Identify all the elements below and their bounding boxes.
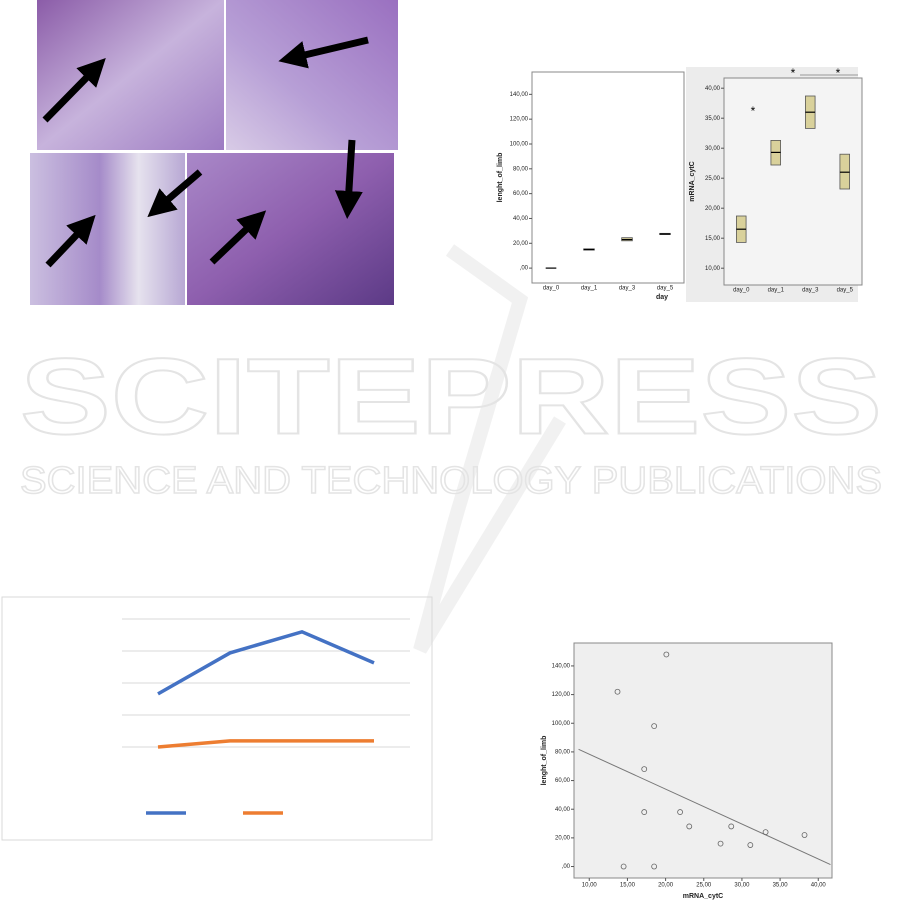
point <box>762 829 769 836</box>
point <box>677 809 684 815</box>
point <box>747 842 754 848</box>
arrows <box>42 36 369 268</box>
y-tick-label: ,00 <box>520 266 529 272</box>
chart-frame <box>1 596 433 841</box>
y-axis-label: mRNA_cytC <box>689 161 696 201</box>
y-tick-label: 30,00 <box>705 146 721 152</box>
x-tick-label: day_3 <box>619 286 636 292</box>
plot-area <box>531 71 685 284</box>
x-tick-label: day_5 <box>837 288 854 294</box>
y-tick-label: 80,00 <box>555 749 571 755</box>
micrograph <box>30 153 185 305</box>
significance-star: * <box>751 104 756 118</box>
y-tick-label: 60,00 <box>513 191 529 197</box>
x-tick-label: 35,00 <box>773 883 789 889</box>
significance-star: * <box>836 66 841 80</box>
y-tick-label: 100,00 <box>510 142 529 148</box>
x-tick-label: 10,00 <box>582 883 598 889</box>
y-tick-label: 120,00 <box>510 117 529 123</box>
y-tick-label: 80,00 <box>513 166 529 172</box>
y-tick-label: 20,00 <box>555 835 571 841</box>
y-tick-label: 140,00 <box>552 664 571 670</box>
point <box>728 823 735 830</box>
line-series <box>157 739 374 749</box>
y-tick-label: ,00 <box>562 864 571 870</box>
x-tick-label: day_1 <box>581 286 598 292</box>
y-tick-label: 20,00 <box>705 206 721 212</box>
trendline <box>578 748 831 865</box>
x-tick-label: 15,00 <box>620 883 636 889</box>
y-tick-label: 25,00 <box>705 176 721 182</box>
y-tick-label: 40,00 <box>705 86 721 92</box>
y-tick-label: 120,00 <box>552 692 571 698</box>
point <box>651 723 658 730</box>
point <box>801 832 808 838</box>
y-tick-label: 40,00 <box>555 807 571 813</box>
x-tick-label: day_3 <box>802 288 819 294</box>
x-tick-label: day_0 <box>543 286 560 292</box>
y-tick-label: 15,00 <box>705 236 721 242</box>
point <box>614 688 621 695</box>
y-axis-label: lenght_of_limb <box>541 736 548 786</box>
point <box>686 823 693 830</box>
x-tick-label: 25,00 <box>696 883 712 889</box>
x-tick-label: day_0 <box>733 288 750 294</box>
y-tick-label: 20,00 <box>513 241 529 247</box>
y-tick-label: 100,00 <box>552 721 571 727</box>
x-tick-label: 30,00 <box>734 883 750 889</box>
y-tick-label: 40,00 <box>513 216 529 222</box>
point <box>620 863 627 870</box>
histology-figure <box>30 0 398 305</box>
watermark-title: SCITEPRESS <box>20 336 882 457</box>
point <box>717 840 724 847</box>
x-tick-label: day_5 <box>657 286 674 292</box>
x-tick-label: 40,00 <box>811 883 827 889</box>
y-tick-label: 10,00 <box>705 266 721 272</box>
line-series <box>157 629 375 696</box>
point <box>641 809 648 815</box>
micrograph <box>187 153 394 305</box>
plot-area <box>573 642 833 879</box>
micrograph <box>226 0 398 150</box>
point <box>663 651 670 658</box>
watermark-logo <box>413 244 566 654</box>
y-tick-label: 35,00 <box>705 116 721 122</box>
x-tick-label: day_1 <box>768 288 785 294</box>
point <box>651 863 658 870</box>
y-axis-label: lenght_of_limb <box>497 153 504 203</box>
watermark-subtitle: SCIENCE AND TECHNOLOGY PUBLICATIONS <box>20 460 882 502</box>
x-tick-label: 20,00 <box>658 883 674 889</box>
x-axis-label: mRNA_cytC <box>683 893 723 900</box>
y-tick-label: 60,00 <box>555 778 571 784</box>
significance-star: * <box>791 66 796 80</box>
watermark: SCITEPRESS SCIENCE AND TECHNOLOGY PUBLIC… <box>19 244 883 654</box>
plot-area <box>723 77 863 286</box>
micrograph <box>37 0 224 150</box>
y-tick-label: 140,00 <box>510 92 529 98</box>
x-axis-label: day <box>656 294 668 301</box>
point <box>641 766 648 772</box>
